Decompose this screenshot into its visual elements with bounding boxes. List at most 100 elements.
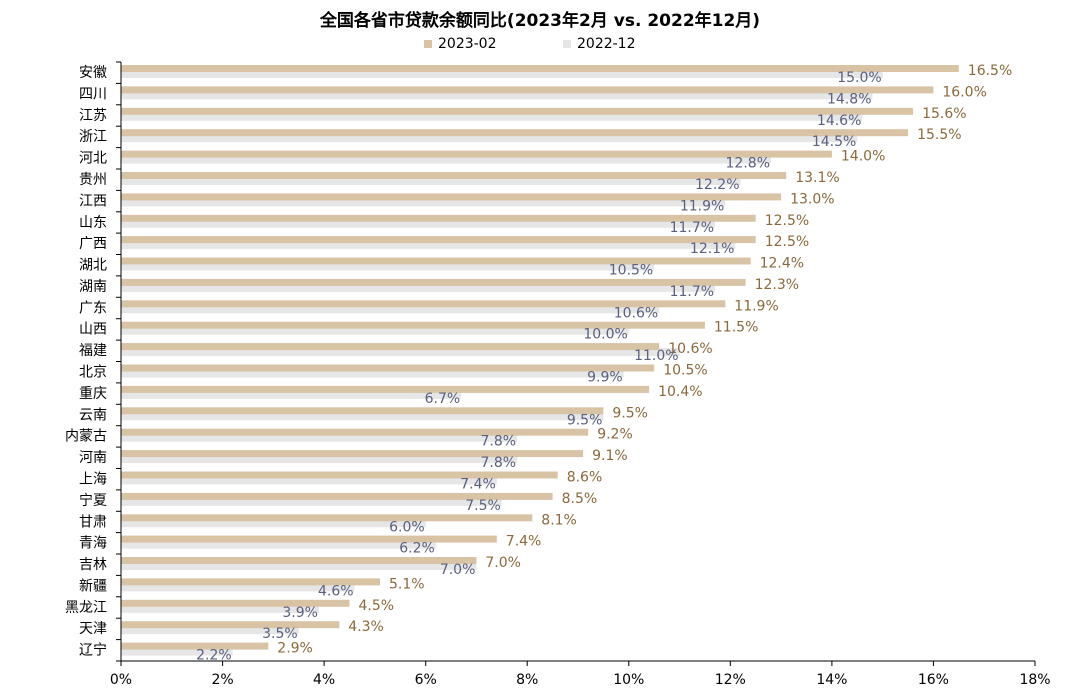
category-label: 甘肃 [79,514,107,530]
category-label: 新疆 [79,578,107,594]
data-label-2022-12: 11.0% [634,348,678,364]
category-label: 重庆 [79,386,107,402]
bar-2023-02 [121,172,787,179]
data-label-2023-02: 9.2% [597,427,633,443]
data-label-2022-12: 3.5% [262,626,298,642]
data-label-2022-12: 6.2% [399,541,435,557]
data-label-2023-02: 4.5% [359,598,395,614]
data-label-2023-02: 2.9% [277,641,313,657]
bar-2022-12 [121,177,741,185]
bar-2023-02 [121,214,756,222]
data-label-2022-12: 7.4% [460,477,496,493]
bar-2022-12 [121,519,426,528]
bar-2022-12 [121,326,629,335]
data-label-2023-02: 12.4% [760,256,804,272]
bar-2022-12 [121,283,716,292]
bar-2022-12 [121,70,883,78]
bar-2023-02 [121,385,650,393]
bar-2022-12 [121,455,518,464]
bar-2023-02 [121,343,660,351]
bar-2023-02 [121,578,380,586]
category-label: 广西 [79,236,107,252]
legend-label-2023-02: 2023-02 [438,36,497,52]
category-label: 山西 [79,322,107,338]
bar-2023-02 [121,193,782,201]
data-label-2022-12: 12.8% [726,156,770,172]
bar-2023-02 [121,278,746,286]
data-label-2023-02: 14.0% [841,149,885,165]
data-label-2023-02: 11.9% [734,298,778,314]
data-label-2022-12: 12.1% [690,241,734,257]
category-label: 山东 [79,215,107,231]
x-tick-label: 12% [715,672,746,688]
x-tick-label: 4% [313,672,335,688]
bar-2022-12 [121,583,355,592]
data-label-2023-02: 16.0% [942,84,986,100]
bar-2023-02 [121,535,497,543]
data-label-2023-02: 12.3% [755,277,799,293]
data-label-2023-02: 15.6% [922,106,966,122]
data-label-2022-12: 2.2% [196,648,232,664]
data-label-2022-12: 12.2% [695,177,739,193]
data-label-2022-12: 10.6% [614,305,658,321]
category-label: 广东 [79,300,107,316]
legend-item-2023-02: 2023-02 [424,36,497,52]
bar-2023-02 [121,150,832,158]
data-label-2022-12: 10.5% [609,263,653,279]
x-tick-label: 18% [1019,672,1050,688]
data-label-2022-12: 3.9% [282,605,318,621]
bar-2022-12 [121,198,726,207]
bar-2023-02 [121,642,269,650]
bar-2022-12 [121,647,233,656]
data-label-2023-02: 10.5% [663,363,707,379]
x-tick-label: 14% [816,672,847,688]
category-label: 福建 [79,343,107,359]
bar-2022-12 [121,112,863,121]
bar-2022-12 [121,305,660,314]
data-label-2023-02: 7.0% [485,555,521,571]
data-label-2023-02: 5.1% [389,576,425,592]
data-label-2022-12: 4.6% [318,583,354,599]
bar-2022-12 [121,219,716,228]
category-label: 青海 [79,536,107,552]
bar-2022-12 [121,348,680,357]
bar-2022-12 [121,134,858,143]
x-tick-label: 0% [110,672,132,688]
category-label: 江西 [79,193,107,209]
data-label-2022-12: 11.9% [680,198,724,214]
bar-2022-12 [121,412,604,421]
data-label-2022-12: 6.7% [425,391,461,407]
data-label-2023-02: 11.5% [714,320,758,336]
category-label: 天津 [79,621,107,637]
bar-2022-12 [121,155,771,164]
bar-2022-12 [121,604,319,613]
data-label-2023-02: 13.1% [795,170,839,186]
bar-2022-12 [121,369,624,378]
category-label: 湖北 [79,258,107,274]
category-label: 安徽 [79,65,107,81]
data-label-2023-02: 8.5% [562,491,598,507]
bar-2023-02 [121,450,584,458]
legend: 2023-02 2022-12 [0,36,1080,56]
category-label: 吉林 [79,557,107,573]
bar-2023-02 [121,129,909,137]
data-label-2023-02: 4.3% [348,619,384,635]
bar-2023-02 [121,257,751,265]
category-label: 黑龙江 [65,600,107,616]
bar-2023-02 [121,86,934,94]
data-label-2023-02: 8.1% [541,512,577,528]
data-label-2023-02: 12.5% [765,234,809,250]
data-label-2022-12: 15.0% [837,70,881,86]
bar-2023-02 [121,428,589,436]
data-label-2023-02: 9.5% [612,405,648,421]
category-label: 河北 [79,151,107,167]
x-tick-label: 2% [211,672,233,688]
bar-2023-02 [121,492,553,500]
data-label-2023-02: 7.4% [506,534,542,550]
data-label-2022-12: 7.8% [481,455,517,471]
bar-2022-12 [121,262,655,271]
category-label: 内蒙古 [65,429,107,445]
data-label-2022-12: 9.5% [567,412,603,428]
data-label-2022-12: 11.7% [670,220,714,236]
